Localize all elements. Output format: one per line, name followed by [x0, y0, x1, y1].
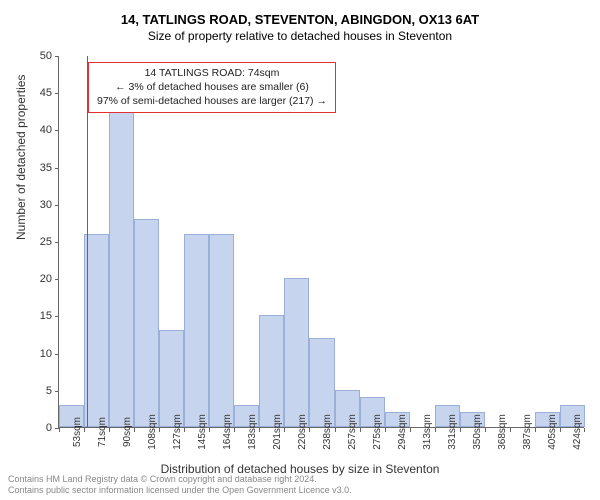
x-tick-label: 90sqm — [122, 417, 133, 447]
x-tick-label: 201sqm — [272, 414, 283, 450]
x-tick-mark — [560, 428, 561, 432]
x-tick-label: 368sqm — [497, 414, 508, 450]
x-tick-mark — [485, 428, 486, 432]
y-tick-label: 35 — [40, 162, 52, 174]
histogram-bar — [259, 315, 284, 427]
x-tick-label: 331sqm — [447, 414, 458, 450]
x-tick-mark — [284, 428, 285, 432]
footer-line1: Contains HM Land Registry data © Crown c… — [8, 474, 352, 485]
x-tick-mark — [209, 428, 210, 432]
x-tick-mark — [309, 428, 310, 432]
y-tick-label: 40 — [40, 124, 52, 136]
histogram-bar — [184, 234, 209, 427]
histogram-chart: 0510152025303540455053sqm71sqm90sqm108sq… — [58, 56, 584, 428]
y-tick-mark — [55, 316, 59, 317]
y-tick-mark — [55, 205, 59, 206]
x-tick-mark — [535, 428, 536, 432]
x-tick-label: 405sqm — [547, 414, 558, 450]
x-tick-label: 238sqm — [322, 414, 333, 450]
x-tick-mark — [59, 428, 60, 432]
footer-line2: Contains public sector information licen… — [8, 485, 352, 496]
x-tick-label: 164sqm — [222, 414, 233, 450]
y-tick-label: 45 — [40, 87, 52, 99]
x-tick-mark — [435, 428, 436, 432]
x-tick-label: 294sqm — [397, 414, 408, 450]
y-axis-label: Number of detached properties — [14, 75, 28, 240]
x-tick-label: 53sqm — [72, 417, 83, 447]
histogram-bar — [134, 219, 159, 427]
y-tick-mark — [55, 130, 59, 131]
histogram-bar — [109, 107, 134, 427]
x-tick-label: 108sqm — [147, 414, 158, 450]
x-tick-label: 71sqm — [97, 417, 108, 447]
x-tick-mark — [134, 428, 135, 432]
x-tick-label: 220sqm — [297, 414, 308, 450]
x-tick-label: 313sqm — [422, 414, 433, 450]
x-tick-label: 275sqm — [372, 414, 383, 450]
y-tick-label: 10 — [40, 348, 52, 360]
x-tick-mark — [510, 428, 511, 432]
page-subtitle: Size of property relative to detached ho… — [0, 27, 600, 43]
x-tick-mark — [159, 428, 160, 432]
y-tick-label: 50 — [40, 50, 52, 62]
x-tick-label: 127sqm — [172, 414, 183, 450]
annotation-box: 14 TATLINGS ROAD: 74sqm ← 3% of detached… — [88, 62, 336, 113]
x-tick-mark — [460, 428, 461, 432]
y-tick-label: 30 — [40, 199, 52, 211]
x-tick-mark — [410, 428, 411, 432]
page-title: 14, TATLINGS ROAD, STEVENTON, ABINGDON, … — [0, 0, 600, 27]
y-tick-mark — [55, 391, 59, 392]
y-tick-label: 15 — [40, 310, 52, 322]
x-tick-mark — [184, 428, 185, 432]
x-tick-label: 145sqm — [197, 414, 208, 450]
x-tick-mark — [259, 428, 260, 432]
y-tick-label: 25 — [40, 236, 52, 248]
x-tick-label: 257sqm — [347, 414, 358, 450]
x-tick-label: 183sqm — [247, 414, 258, 450]
footer-attribution: Contains HM Land Registry data © Crown c… — [8, 474, 352, 496]
y-tick-label: 0 — [46, 422, 52, 434]
histogram-bar — [209, 234, 234, 427]
annotation-line3: 97% of semi-detached houses are larger (… — [97, 94, 327, 108]
y-tick-mark — [55, 354, 59, 355]
x-tick-mark — [84, 428, 85, 432]
y-tick-mark — [55, 56, 59, 57]
x-tick-mark — [360, 428, 361, 432]
y-tick-mark — [55, 168, 59, 169]
annotation-line2: ← 3% of detached houses are smaller (6) — [97, 80, 327, 94]
x-tick-mark — [335, 428, 336, 432]
y-tick-mark — [55, 279, 59, 280]
x-tick-mark — [385, 428, 386, 432]
y-tick-mark — [55, 242, 59, 243]
y-tick-label: 5 — [46, 385, 52, 397]
annotation-line1: 14 TATLINGS ROAD: 74sqm — [97, 66, 327, 80]
x-tick-label: 350sqm — [472, 414, 483, 450]
x-tick-mark — [234, 428, 235, 432]
x-tick-mark — [109, 428, 110, 432]
histogram-bar — [159, 330, 184, 427]
x-tick-mark — [584, 428, 585, 432]
y-tick-mark — [55, 93, 59, 94]
x-tick-label: 387sqm — [522, 414, 533, 450]
y-tick-label: 20 — [40, 273, 52, 285]
x-tick-label: 424sqm — [572, 414, 583, 450]
histogram-bar — [284, 278, 309, 427]
